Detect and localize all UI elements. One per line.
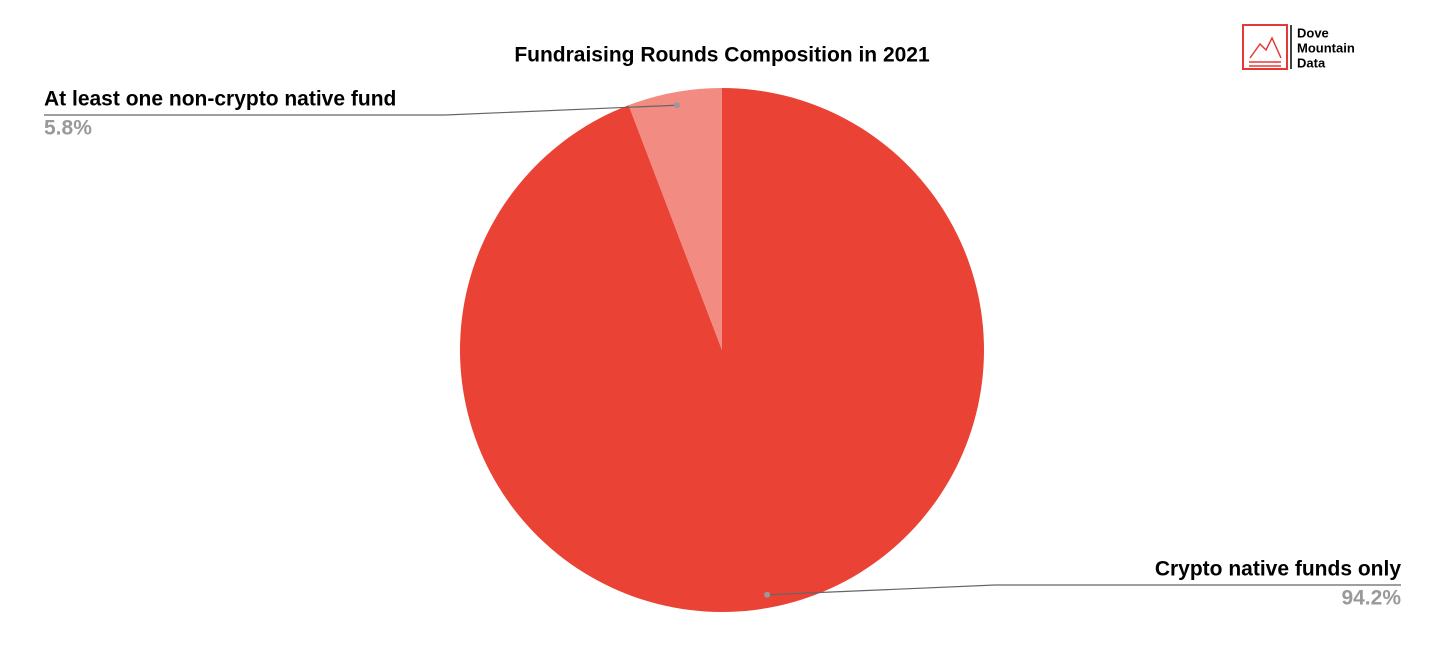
logo: Dove Mountain Data: [1242, 24, 1355, 70]
value-label: 5.8%: [44, 117, 92, 140]
pie-slice: [628, 88, 722, 350]
slice-label: Crypto native funds only: [1155, 558, 1402, 581]
logo-text: Data: [1297, 55, 1326, 70]
logo-text: Mountain: [1297, 40, 1355, 55]
chart-title: Fundraising Rounds Composition in 2021: [514, 44, 930, 67]
leader-line: [44, 104, 677, 116]
logo-icon: [1242, 24, 1288, 70]
leader-line: [767, 584, 1401, 596]
pie-slice: [460, 88, 985, 613]
slice-label: At least one non-crypto native fund: [44, 88, 396, 111]
logo-mountain: [1249, 36, 1282, 67]
leader-dot: [673, 102, 680, 109]
logo-text: Dove: [1297, 25, 1329, 40]
value-label: 94.2%: [1341, 587, 1401, 610]
leader-dot: [764, 591, 771, 598]
